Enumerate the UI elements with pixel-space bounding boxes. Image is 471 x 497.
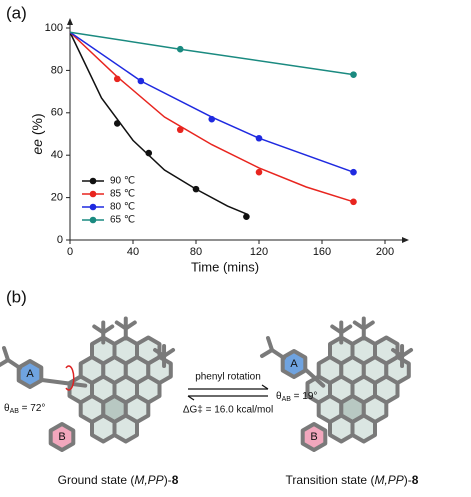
angle-value: = 72° xyxy=(19,403,46,414)
arrow-label: ΔG‡ = 16.0 kcal/mol xyxy=(183,405,273,416)
x-tick-label: 160 xyxy=(313,246,331,258)
fit-line xyxy=(69,31,354,173)
ring-label: A xyxy=(290,358,298,370)
caption-part: )- xyxy=(164,473,172,487)
caption-part: Transition state ( xyxy=(286,473,375,487)
legend-marker xyxy=(89,190,97,198)
ring xyxy=(48,422,76,452)
x-tick-label: 40 xyxy=(127,246,139,258)
ring xyxy=(328,413,355,444)
rotation-arrow xyxy=(65,365,75,391)
ring xyxy=(112,335,139,366)
bond xyxy=(2,346,10,362)
fit-line xyxy=(69,31,354,76)
x-tick-label: 0 xyxy=(67,246,73,258)
x-axis-arrow xyxy=(402,237,409,243)
ring-label: B xyxy=(310,431,317,443)
point xyxy=(176,126,184,134)
arrow-head xyxy=(261,384,269,390)
caption-part: M,PP xyxy=(374,473,403,487)
bond xyxy=(6,358,22,370)
angle-symbol: θ xyxy=(276,391,282,402)
ring xyxy=(350,335,377,366)
y-tick-label: 80 xyxy=(51,64,63,76)
legend-marker xyxy=(89,216,97,224)
caption-part: M,PP xyxy=(134,473,163,487)
caption-part: 8 xyxy=(412,473,419,487)
ring xyxy=(300,422,328,452)
caption-part: )- xyxy=(404,473,412,487)
bond xyxy=(270,348,286,360)
ring-label: A xyxy=(26,368,34,380)
ring xyxy=(112,413,139,444)
ring-label: B xyxy=(58,431,65,443)
y-label-part: (%) xyxy=(29,113,45,139)
point xyxy=(350,71,357,78)
bond xyxy=(266,336,274,352)
y-tick-label: 20 xyxy=(51,192,63,204)
x-tick-label: 200 xyxy=(376,246,394,258)
y-tick-label: 40 xyxy=(51,149,63,161)
caption-part: 8 xyxy=(172,473,179,487)
y-tick-label: 0 xyxy=(57,234,63,246)
angle-label: θAB = 19° xyxy=(276,391,317,403)
arrow-label: phenyl rotation xyxy=(195,372,261,383)
point xyxy=(350,198,357,206)
point xyxy=(176,45,184,53)
x-tick-label: 80 xyxy=(190,246,202,258)
y-label-part: ee xyxy=(29,139,45,155)
angle-sub: AB xyxy=(282,396,292,403)
panel-label: (a) xyxy=(6,3,27,22)
caption: Transition state (M,PP)-8 xyxy=(286,473,419,487)
legend-marker xyxy=(89,177,97,185)
point xyxy=(208,115,216,123)
legend-label: 65 ℃ xyxy=(110,215,135,226)
ring xyxy=(350,413,377,444)
y-axis-label: ee (%) xyxy=(29,113,45,154)
fit-line xyxy=(69,31,249,216)
y-axis-arrow xyxy=(67,18,73,25)
caption-part: Ground state ( xyxy=(58,473,135,487)
point xyxy=(192,185,200,193)
point xyxy=(145,149,153,157)
point xyxy=(255,168,263,176)
angle-label: θAB = 72° xyxy=(4,403,45,415)
arrow-head xyxy=(187,395,195,401)
ring xyxy=(90,413,117,444)
y-tick-label: 60 xyxy=(51,107,63,119)
angle-value: = 19° xyxy=(291,391,318,402)
ring xyxy=(135,335,162,366)
legend-label: 85 ℃ xyxy=(110,189,135,200)
legend-label: 80 ℃ xyxy=(110,202,135,213)
legend-marker xyxy=(89,203,97,211)
y-tick-label: 100 xyxy=(45,22,63,34)
point xyxy=(113,75,121,83)
ring xyxy=(373,335,400,366)
angle-sub: AB xyxy=(10,408,20,415)
caption: Ground state (M,PP)-8 xyxy=(58,473,179,487)
point xyxy=(113,120,121,127)
x-axis-label: Time (mins) xyxy=(191,259,259,274)
point xyxy=(350,168,357,176)
point xyxy=(255,134,263,142)
legend-label: 90 ℃ xyxy=(110,176,135,187)
x-tick-label: 120 xyxy=(250,246,268,258)
point xyxy=(137,77,145,85)
bond xyxy=(304,368,326,388)
bond xyxy=(40,378,88,388)
point xyxy=(243,213,250,220)
panel-label: (b) xyxy=(6,287,27,306)
angle-symbol: θ xyxy=(4,403,10,414)
